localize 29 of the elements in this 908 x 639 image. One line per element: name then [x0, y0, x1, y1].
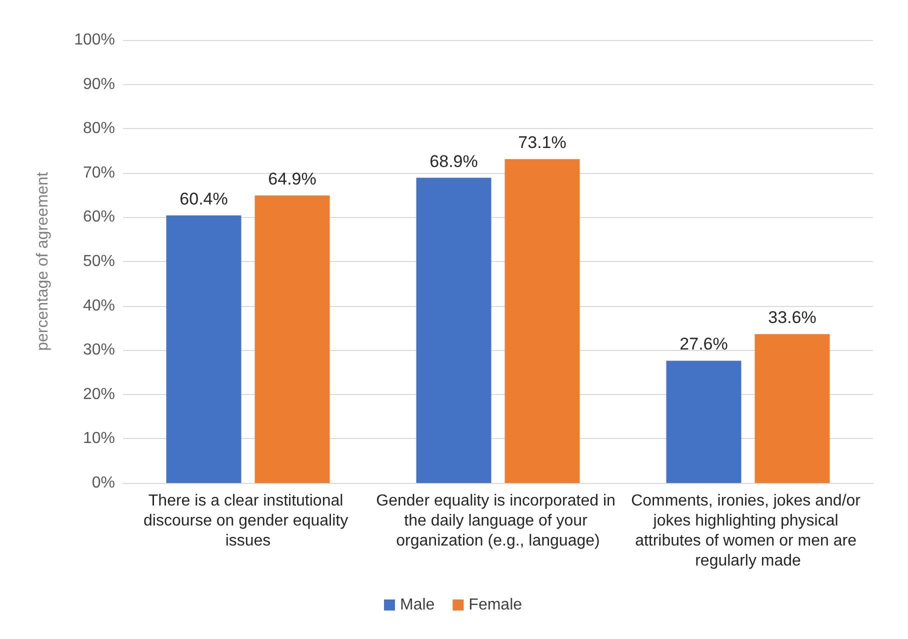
- bar: [254, 195, 330, 483]
- y-tick-label: 30%: [82, 342, 115, 359]
- y-tick-label: 60%: [82, 208, 115, 226]
- bar: [666, 360, 742, 483]
- data-label: 64.9%: [268, 169, 316, 188]
- bar: [166, 215, 242, 483]
- legend-label: Female: [468, 596, 522, 614]
- y-tick-label: 100%: [74, 32, 115, 48]
- y-tick-label: 80%: [82, 120, 115, 138]
- data-label: 68.9%: [430, 152, 478, 171]
- y-tick-label: 50%: [82, 253, 115, 270]
- bar: [754, 334, 830, 483]
- legend-label: Male: [400, 596, 435, 614]
- y-tick-label: 70%: [82, 164, 115, 182]
- x-tick-label: Gender equality is incorporated in the daily language of your organization (e.g., language): [376, 492, 620, 550]
- x-tick-label: Comments, ironies, jokes and/or jokes highlighting physical attributes of women or men are regularly made: [631, 492, 865, 570]
- y-tick-label: 10%: [82, 430, 115, 448]
- y-tick-label: 20%: [82, 386, 115, 403]
- data-label: 33.6%: [768, 308, 816, 328]
- x-tick-label: There is a clear institutional discourse on gender equality issues: [143, 492, 353, 550]
- data-label: 73.1%: [518, 133, 566, 152]
- y-tick-label: 0%: [92, 474, 115, 492]
- y-axis-title: percentage of agreement: [34, 172, 52, 351]
- bar: [504, 159, 580, 483]
- y-tick-label: 40%: [82, 297, 115, 314]
- bar: [416, 178, 492, 483]
- data-label: 60.4%: [180, 189, 228, 208]
- data-label: 27.6%: [680, 334, 728, 354]
- y-tick-label: 90%: [82, 76, 115, 93]
